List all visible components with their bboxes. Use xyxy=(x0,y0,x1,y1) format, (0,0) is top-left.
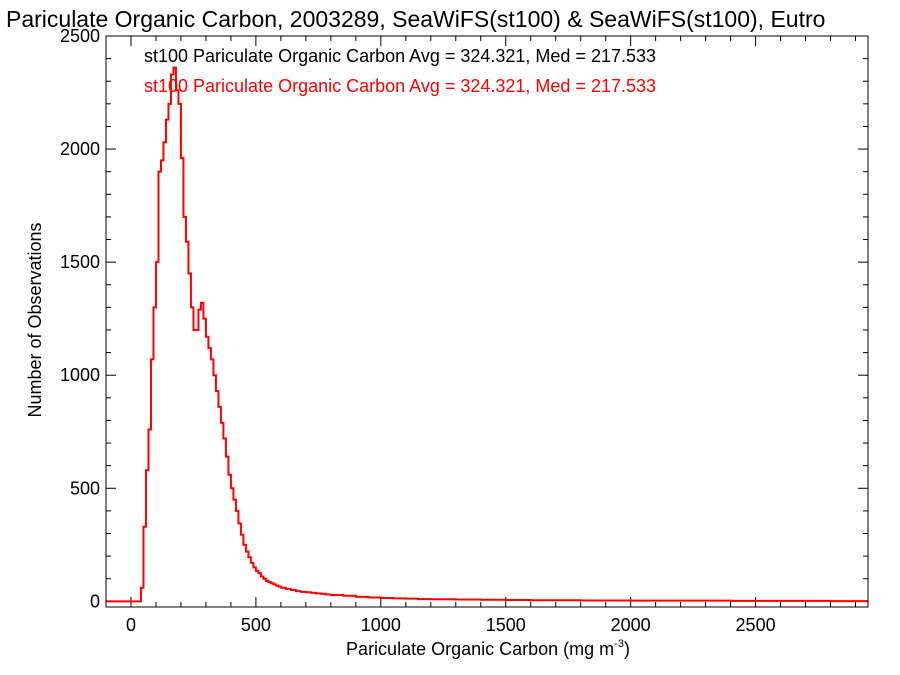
y-tick-label: 2500 xyxy=(60,26,100,46)
histogram-series-line xyxy=(106,66,868,603)
y-tick-label: 1000 xyxy=(60,365,100,385)
axis-ticks: 0 500 1000 1500 2000 2500 0 500 1000 1500 2000 2500 xyxy=(60,26,868,635)
y-tick-label: 500 xyxy=(70,478,100,498)
chart-title: Pariculate Organic Carbon, 2003289, SeaW… xyxy=(6,6,825,32)
x-tick-label: 2500 xyxy=(736,615,776,635)
y-tick-label: 2000 xyxy=(60,139,100,159)
x-axis-label-close: ) xyxy=(624,639,630,659)
x-tick-label: 0 xyxy=(126,615,136,635)
x-tick-label: 500 xyxy=(241,615,271,635)
x-axis-label: Pariculate Organic Carbon (mg m-3) xyxy=(346,638,630,659)
x-tick-label: 1500 xyxy=(486,615,526,635)
y-tick-label: 0 xyxy=(90,591,100,611)
x-axis-label-exponent: -3 xyxy=(614,638,624,650)
plot-frame xyxy=(105,35,869,608)
x-tick-label: 1000 xyxy=(361,615,401,635)
annotation-black: st100 Pariculate Organic Carbon Avg = 32… xyxy=(144,46,656,66)
y-tick-label: 1500 xyxy=(60,252,100,272)
x-axis-label-main: Pariculate Organic Carbon (mg m xyxy=(346,639,614,659)
annotation-red: st100 Pariculate Organic Carbon Avg = 32… xyxy=(144,76,656,96)
x-tick-label: 2000 xyxy=(611,615,651,635)
histogram-series xyxy=(106,66,868,603)
y-axis-label: Number of Observations xyxy=(25,222,45,417)
